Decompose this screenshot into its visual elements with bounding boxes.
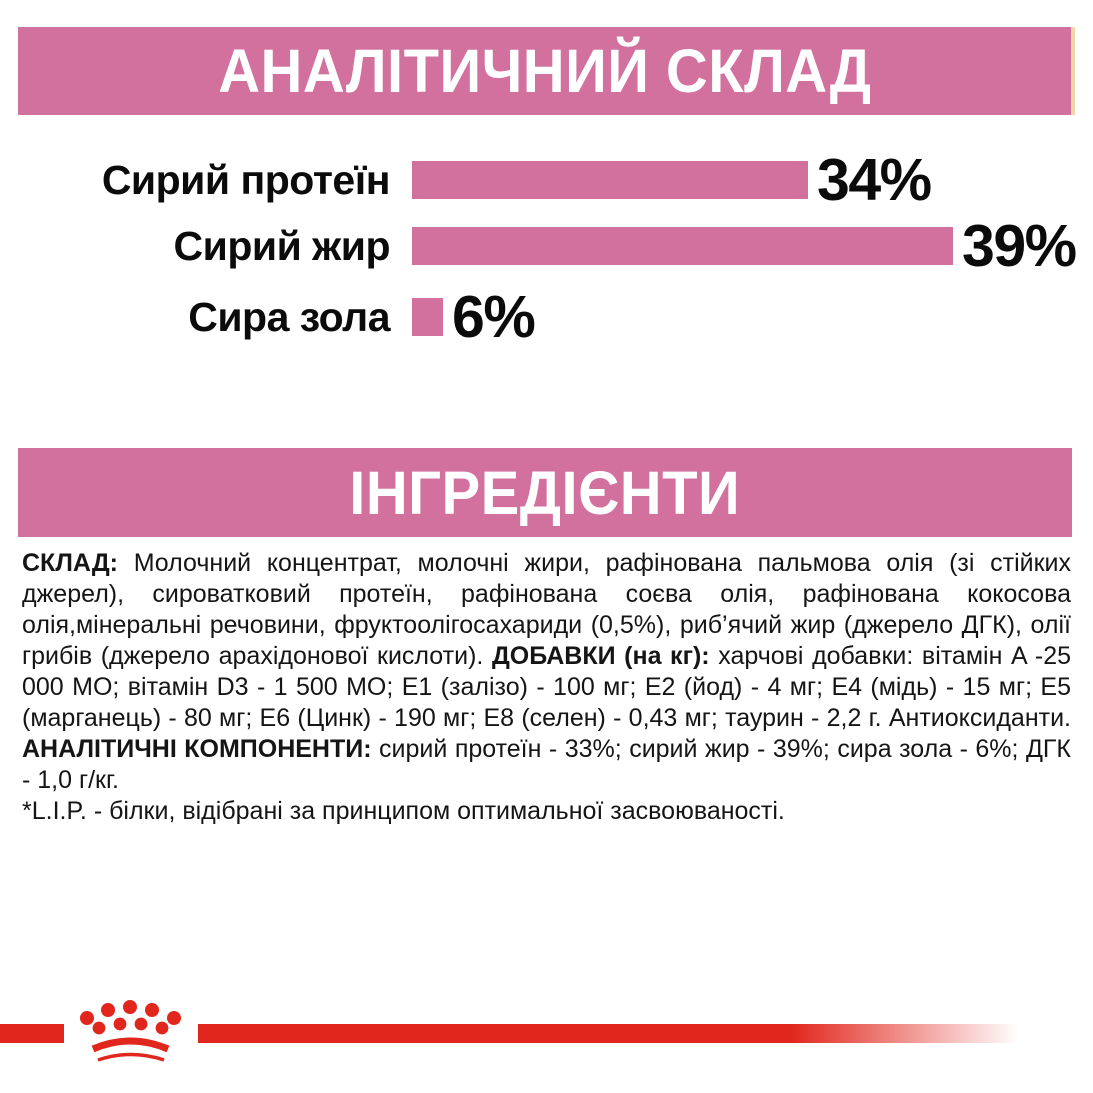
crown-logo-icon (80, 1000, 181, 1062)
chart-row: Сирий жир 39% (0, 213, 1093, 279)
composition-heading-run: СКЛАД: (22, 549, 134, 577)
chart-value-label: 34% (817, 147, 932, 213)
composition-text-run: Молочний концентрат, молочні жири, рафін… (22, 549, 1071, 670)
ingredients-title: ІНГРЕДІЄНТИ (349, 458, 741, 527)
chart-category-label: Сирий протеїн (101, 156, 391, 203)
analytical-composition-banner: АНАЛІТИЧНИЙ СКЛАД (18, 27, 1072, 115)
composition-heading-run: АНАЛІТИЧНІ КОМПОНЕНТИ: (22, 735, 380, 763)
chart-bar (412, 227, 953, 265)
composition-text-run: харчові добавки: вітамін A -25 000 МО; в… (22, 642, 1071, 732)
analytical-composition-title: АНАЛІТИЧНИЙ СКЛАД (218, 37, 872, 105)
composition-heading-run: ДОБАВКИ (на кг): (491, 642, 719, 670)
composition-text: СКЛАД: Молочний концентрат, молочні жири… (22, 548, 1071, 796)
analytical-composition-chart: Сирий протеїн 34% Сирий жир 39% Сира зола 6% (0, 147, 1093, 350)
chart-value-label: 39% (962, 213, 1077, 279)
chart-category-label: Сира зола (188, 293, 390, 340)
ingredients-banner: ІНГРЕДІЄНТИ (18, 448, 1072, 537)
composition-text-run: сирий протеїн - 33%; сирий жир - 39%; си… (22, 735, 1071, 794)
chart-value-label: 6% (452, 284, 536, 350)
chart-bar (412, 161, 808, 199)
lip-footnote: *L.I.P. - білки, відібрані за принципом … (22, 797, 785, 825)
footer-red-line (0, 1024, 1040, 1043)
banner-edge-strip (1071, 27, 1075, 115)
chart-row: Сира зола 6% (0, 284, 1093, 350)
chart-category-label: Сирий жир (173, 222, 391, 269)
chart-row: Сирий протеїн 34% (0, 147, 1093, 213)
composition-block: СКЛАД: Молочний концентрат, молочні жири… (22, 548, 1071, 827)
chart-bar (412, 298, 443, 336)
